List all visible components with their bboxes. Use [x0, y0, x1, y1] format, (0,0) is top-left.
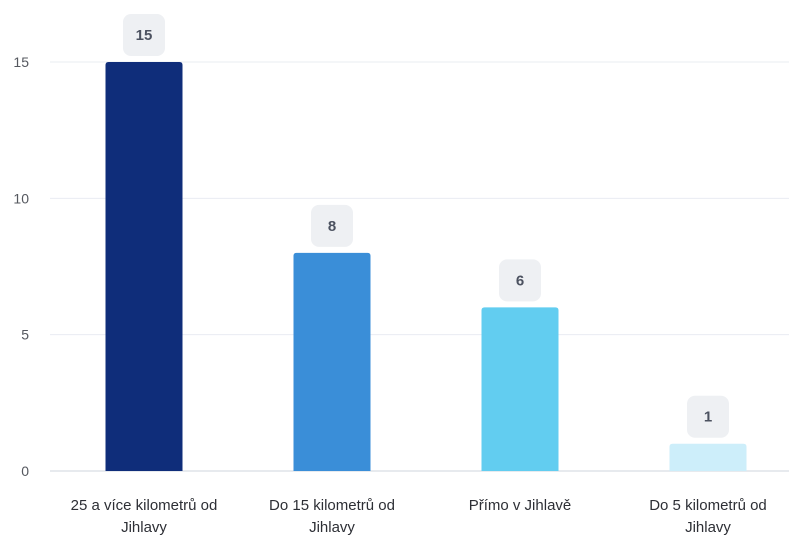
- data-label-badge: [311, 204, 353, 247]
- x-tick-label: Do 5 kilometrů od Jihlavy: [649, 497, 767, 536]
- data-label-badge: [499, 259, 541, 302]
- bar: [481, 307, 559, 471]
- x-tick-label: Do 15 kilometrů od Jihlavy: [269, 497, 395, 536]
- data-label: 1: [704, 409, 712, 426]
- data-label: 8: [328, 218, 336, 235]
- y-tick-label: 15: [13, 54, 29, 70]
- bars: [105, 62, 747, 471]
- data-labels: 15 8 6 1: [123, 14, 729, 438]
- data-label: 15: [136, 27, 153, 44]
- y-tick-label: 5: [21, 327, 29, 343]
- y-axis: 0 5 10 15: [13, 54, 29, 479]
- data-label: 6: [516, 272, 524, 289]
- x-tick-label: Přímo v Jihlavě: [469, 497, 572, 514]
- x-tick-label: 25 a více kilometrů od Jihlavy: [71, 497, 218, 536]
- x-axis: 25 a více kilometrů od Jihlavy Do 15 kilom…: [71, 497, 767, 536]
- data-label-badge: [123, 14, 165, 56]
- bar: [293, 252, 371, 471]
- bar: [105, 62, 183, 471]
- y-tick-label: 10: [13, 190, 29, 206]
- y-tick-label: 0: [21, 463, 29, 479]
- bar: [669, 443, 747, 471]
- data-label-badge: [687, 395, 729, 438]
